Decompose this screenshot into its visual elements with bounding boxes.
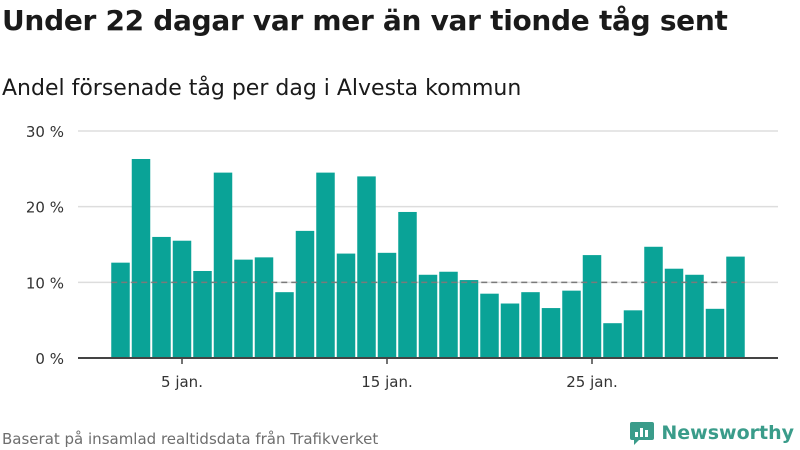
bar [582, 255, 602, 358]
bar [541, 308, 561, 358]
x-axis [78, 357, 778, 364]
bar [623, 310, 643, 358]
bar [193, 270, 212, 358]
bar [398, 211, 417, 358]
y-tick-label: 20 % [26, 199, 64, 217]
y-tick-label: 30 % [26, 123, 64, 141]
bar [152, 236, 171, 358]
bar [439, 271, 458, 358]
brand-name: Newsworthy [661, 422, 794, 444]
bar [131, 158, 151, 358]
y-tick-label: 0 % [35, 350, 64, 368]
bar [234, 259, 253, 358]
chart-title: Under 22 dagar var mer än var tionde tåg… [2, 4, 728, 37]
chart-subtitle: Andel försenade tåg per dag i Alvesta ko… [2, 76, 522, 101]
newsworthy-icon [630, 422, 655, 445]
bar [685, 274, 704, 358]
x-tick-label: 15 jan. [361, 373, 413, 391]
x-axis-tick-labels: 5 jan. 15 jan. 25 jan. [161, 373, 618, 391]
bar [705, 308, 725, 358]
x-tick-label: 25 jan. [566, 373, 618, 391]
source-note: Baserat på insamlad realtidsdata från Tr… [2, 430, 379, 448]
bar [275, 292, 294, 358]
bar [603, 323, 622, 358]
bar [664, 268, 684, 358]
bar [480, 293, 499, 358]
bar [377, 252, 397, 358]
bar [213, 172, 233, 358]
bar [521, 292, 540, 358]
x-tick-label: 5 jan. [161, 373, 203, 391]
bar [500, 303, 520, 358]
bars [111, 158, 745, 358]
bar [111, 262, 130, 358]
bar-chart: 0 % 10 % 20 % 30 % 5 jan. 15 jan. 25 jan. [26, 123, 778, 391]
bar [357, 176, 376, 358]
bar [459, 280, 479, 358]
y-axis-tick-labels: 0 % 10 % 20 % 30 % [26, 123, 64, 368]
bar [172, 240, 192, 358]
bar [418, 274, 438, 358]
brand-logo: Newsworthy [629, 420, 794, 446]
y-tick-label: 10 % [26, 274, 64, 292]
bar [336, 253, 356, 358]
bar [644, 246, 663, 358]
bar [316, 172, 335, 358]
bar [726, 256, 745, 358]
bar [295, 230, 315, 358]
bar [254, 257, 274, 358]
bar [562, 290, 581, 358]
